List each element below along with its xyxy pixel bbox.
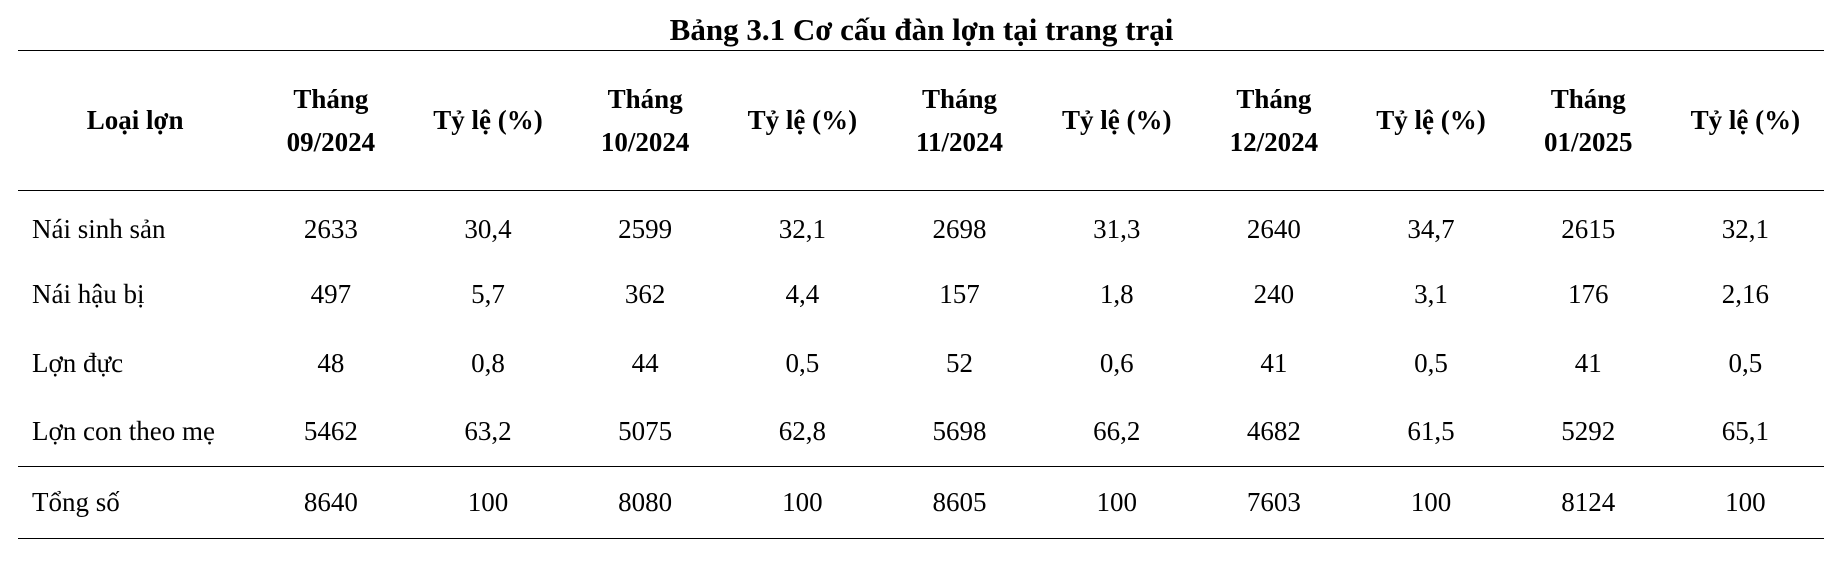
- table-header-row: Loại lợn Tháng 09/2024 Tỷ lệ (%) Tháng 1…: [18, 50, 1824, 191]
- total-cell: 100: [1666, 466, 1824, 539]
- header-cell-line1: Tháng: [607, 83, 683, 114]
- header-month-09-2024: Tháng 09/2024: [252, 50, 410, 191]
- row-label: Nái hậu bị: [32, 278, 145, 309]
- header-cell-line1: Tháng: [1236, 83, 1312, 114]
- row-label: Lợn con theo mẹ: [32, 416, 215, 447]
- table-cell: 5,7: [471, 278, 505, 309]
- table-cell: 61,5: [1407, 416, 1455, 447]
- table-cell: 5698: [932, 416, 987, 447]
- table-cell: 65,1: [1721, 416, 1770, 447]
- total-row: Tổng số 8640 100 8080 100 8605 100 7603 …: [18, 466, 1824, 539]
- total-cell: 8640: [252, 466, 410, 539]
- total-cell: 8080: [566, 466, 724, 539]
- table-row: Nái hậu bị 497 5,7 362 4,4 157 1,8 240 3…: [18, 260, 1824, 329]
- header-cell-line2: 12/2024: [1229, 126, 1319, 157]
- header-cell-line1: Tháng: [1550, 83, 1626, 114]
- table-cell: 31,3: [1093, 213, 1141, 244]
- total-cell: 7603: [1195, 466, 1353, 539]
- table-cell: 5075: [618, 416, 673, 447]
- header-label: Loại lợn: [18, 50, 253, 191]
- header-ratio: Tỷ lệ (%): [723, 50, 881, 191]
- header-month-10-2024: Tháng 10/2024: [566, 50, 724, 191]
- header-cell-line2: 10/2024: [600, 126, 690, 157]
- table-cell: 4,4: [785, 278, 820, 309]
- total-cell: 100: [409, 466, 567, 539]
- table-cell: 32,1: [778, 213, 826, 244]
- header-cell-line1: Tháng: [293, 83, 369, 114]
- table-cell: 2640: [1246, 213, 1301, 244]
- total-cell: 8124: [1509, 466, 1667, 539]
- table-cell: 41: [1260, 347, 1288, 378]
- header-month-11-2024: Tháng 11/2024: [880, 50, 1039, 191]
- header-month-12-2024: Tháng 12/2024: [1195, 50, 1353, 191]
- table-cell: 2615: [1561, 213, 1616, 244]
- table-cell: 0,5: [785, 347, 820, 378]
- table-cell: 62,8: [778, 416, 826, 447]
- row-label: Nái sinh sản: [32, 213, 166, 244]
- table-cell: 0,6: [1099, 347, 1134, 378]
- table-cell: 2,16: [1721, 278, 1770, 309]
- table-cell: 1,8: [1099, 278, 1134, 309]
- table-cell: 497: [310, 278, 352, 309]
- table-cell: 0,5: [1414, 347, 1448, 378]
- table-cell: 63,2: [464, 416, 512, 447]
- table-cell: 362: [624, 278, 666, 309]
- total-cell: 100: [1038, 466, 1196, 539]
- table-cell: 2633: [303, 213, 358, 244]
- header-cell-line2: 09/2024: [286, 126, 376, 157]
- table-cell: 5292: [1561, 416, 1616, 447]
- total-cell: 100: [723, 466, 881, 539]
- table-cell: 2599: [618, 213, 673, 244]
- header-cell-line2: 01/2025: [1543, 126, 1633, 157]
- table-cell: 66,2: [1093, 416, 1141, 447]
- table-cell: 41: [1574, 347, 1602, 378]
- header-cell-line1: Tháng: [922, 83, 998, 114]
- table-cell: 3,1: [1414, 278, 1448, 309]
- table-cell: 240: [1253, 278, 1295, 309]
- table-cell: 176: [1567, 278, 1609, 309]
- table-cell: 30,4: [464, 213, 512, 244]
- table-cell: 0,8: [471, 347, 505, 378]
- total-label: Tổng số: [18, 466, 253, 539]
- table-row: Lợn đực 48 0,8 44 0,5 52 0,6 41 0,5 41 0…: [18, 329, 1824, 398]
- table-row: Nái sinh sản 2633 30,4 2599 32,1 2698 31…: [18, 191, 1824, 260]
- table-title: Bảng 3.1 Cơ cấu đàn lợn tại trang trại: [669, 12, 1174, 47]
- table-cell: 2698: [932, 213, 987, 244]
- table-cell: 4682: [1246, 416, 1301, 447]
- table-cell: 44: [631, 347, 659, 378]
- table-cell: 0,5: [1728, 347, 1763, 378]
- table-cell: 5462: [303, 416, 358, 447]
- row-label: Lợn đực: [32, 347, 124, 378]
- table-cell: 32,1: [1721, 213, 1770, 244]
- header-ratio: Tỷ lệ (%): [1352, 50, 1510, 191]
- header-cell-line2: 11/2024: [916, 126, 1004, 157]
- total-cell: 8605: [880, 466, 1039, 539]
- table-cell: 52: [946, 347, 974, 378]
- header-ratio: Tỷ lệ (%): [1038, 50, 1196, 191]
- table-cell: 48: [317, 347, 345, 378]
- header-month-01-2025: Tháng 01/2025: [1509, 50, 1667, 191]
- table-row: Lợn con theo mẹ 5462 63,2 5075 62,8 5698…: [18, 398, 1824, 467]
- total-cell: 100: [1352, 466, 1510, 539]
- pig-herd-table: Loại lợn Tháng 09/2024 Tỷ lệ (%) Tháng 1…: [18, 50, 1824, 539]
- table-cell: 157: [939, 278, 980, 309]
- table-cell: 34,7: [1407, 213, 1455, 244]
- header-ratio: Tỷ lệ (%): [1666, 50, 1824, 191]
- header-ratio: Tỷ lệ (%): [409, 50, 567, 191]
